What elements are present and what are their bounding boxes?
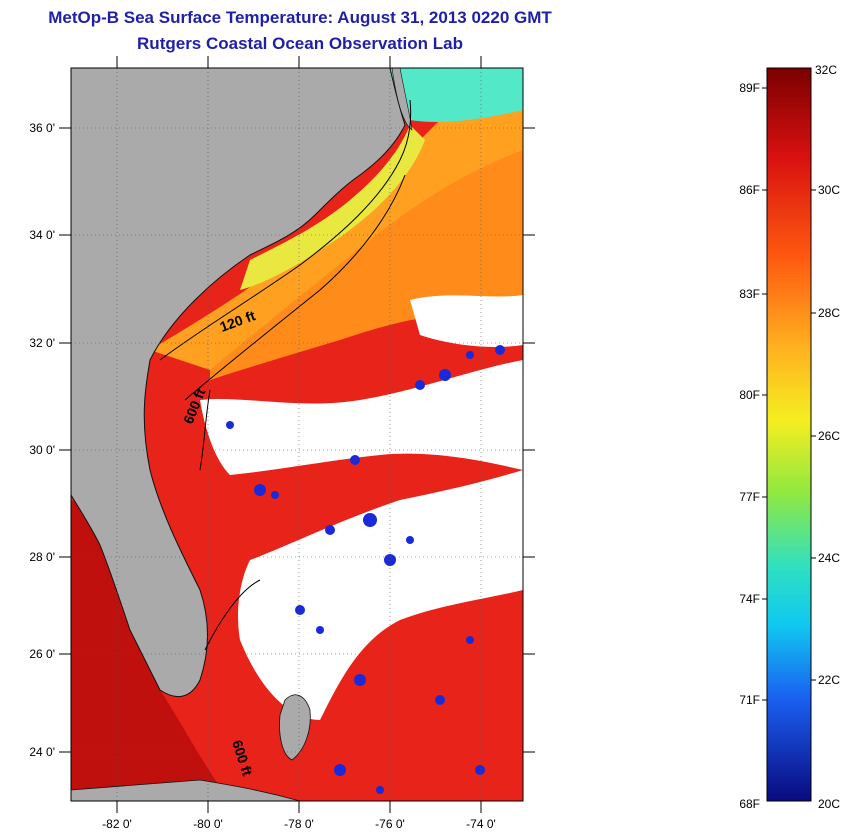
colorbar-c-label: 32C: [815, 63, 837, 77]
colorbar-c-label: 22C: [818, 673, 840, 687]
colorbar-f-label: 89F: [739, 81, 760, 95]
colorbar-f-label: 74F: [739, 592, 760, 606]
colorbar-f-label: 86F: [739, 183, 760, 197]
lon-tick-label: -76 0': [375, 817, 405, 831]
colorbar-f-label: 80F: [739, 388, 760, 402]
colorbar-c-label: 28C: [818, 306, 840, 320]
colorbar-ramp: [766, 67, 812, 802]
land-southeast-us: [71, 68, 406, 698]
land-andros-island: [279, 694, 311, 761]
colorbar-f-label: 71F: [739, 693, 760, 707]
lat-tick-label: 32 0': [29, 336, 55, 350]
latitude-axis: 36 0' 34 0' 32 0' 30 0' 28 0' 26 0' 24 0…: [29, 121, 535, 759]
land-outer-banks: [391, 68, 413, 131]
sst-map: 120 ft 600 ft 600 ft: [71, 68, 523, 801]
sst-colorbar: 89F 86F 83F 80F 77F 74F 71F 68F 32C 30C …: [739, 63, 840, 811]
cloud-edge-speckles: [226, 345, 505, 794]
bathymetry-contours: [159, 99, 412, 651]
cloud-mask-south: [238, 470, 523, 720]
lat-tick-label: 36 0': [29, 121, 55, 135]
map-subtitle: Rutgers Coastal Ocean Observation Lab: [137, 34, 463, 53]
lon-tick-label: -80 0': [193, 817, 223, 831]
coastal-cool-strip: [240, 125, 425, 290]
lat-tick-label: 28 0': [29, 550, 55, 564]
colorbar-c-label: 26C: [818, 429, 840, 443]
map-graticule: [71, 68, 523, 801]
colorbar-f-label: 68F: [739, 797, 760, 811]
colorbar-f-label: 83F: [739, 287, 760, 301]
longitude-axis: -82 0' -80 0' -78 0' -76 0' -74 0': [102, 56, 496, 831]
cloud-mask-central: [200, 360, 523, 475]
lon-tick-label: -74 0': [466, 817, 496, 831]
cloud-mask-east: [410, 295, 523, 347]
colorbar-c-label: 24C: [818, 551, 840, 565]
lat-tick-label: 34 0': [29, 228, 55, 242]
north-cool-water: [385, 68, 523, 122]
lat-tick-label: 26 0': [29, 647, 55, 661]
lon-tick-label: -78 0': [284, 817, 314, 831]
map-title: MetOp-B Sea Surface Temperature: August …: [48, 8, 552, 27]
lon-tick-label: -82 0': [102, 817, 132, 831]
colorbar-f-label: 77F: [739, 490, 760, 504]
colorbar-c-label: 20C: [818, 797, 840, 811]
colorbar-c-label: 30C: [818, 183, 840, 197]
map-frame: [70, 67, 524, 802]
lat-tick-label: 30 0': [29, 443, 55, 457]
lat-tick-label: 24 0': [29, 745, 55, 759]
